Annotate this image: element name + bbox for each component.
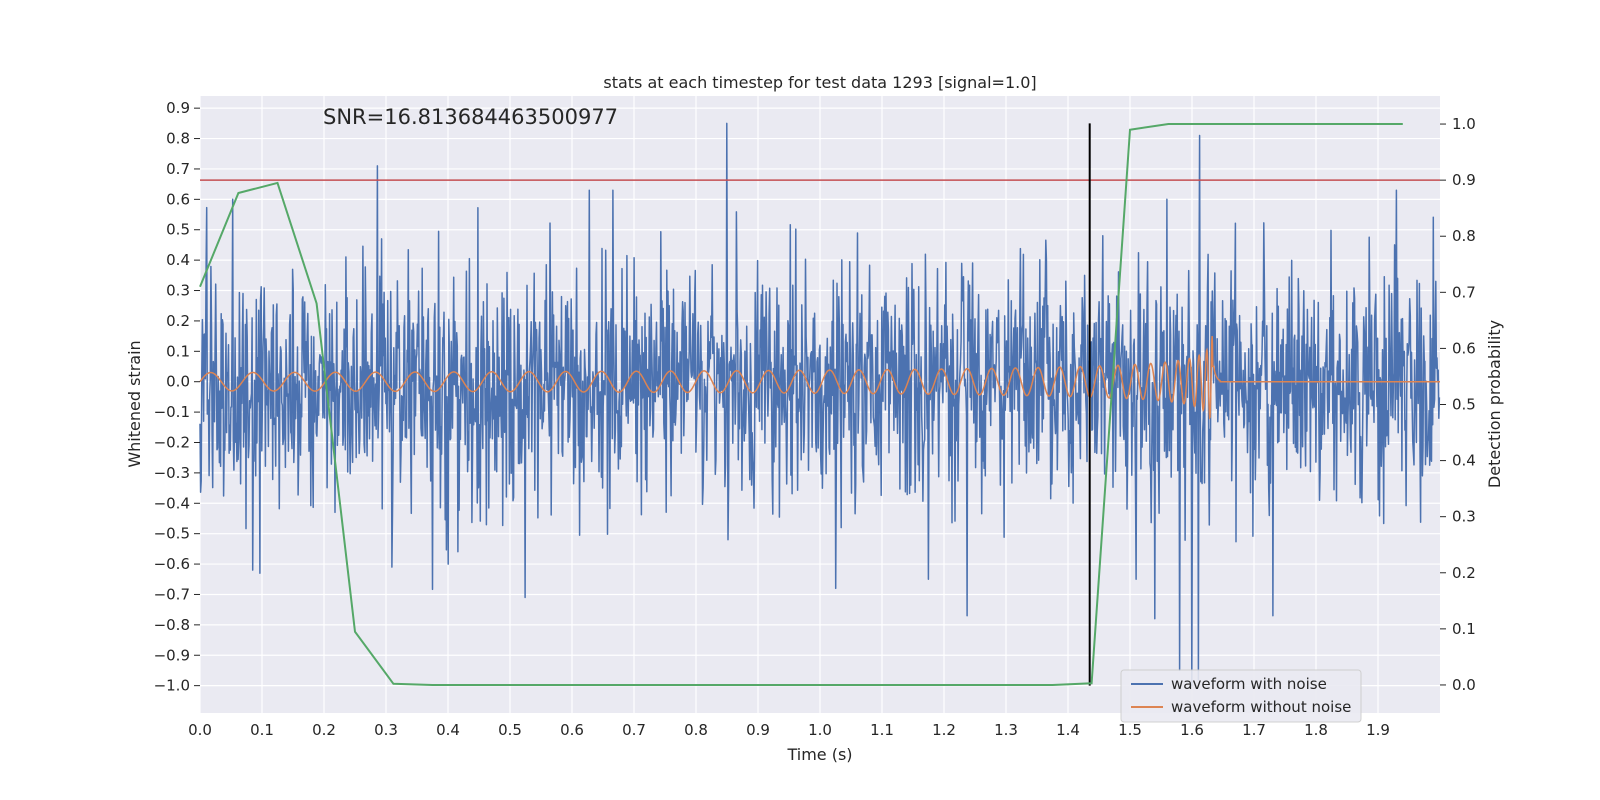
- legend: waveform with noise waveform without noi…: [1120, 669, 1362, 723]
- snr-annotation: SNR=16.813684463500977: [323, 105, 618, 129]
- x-tick-label: 0.2: [312, 721, 336, 739]
- y-right-tick-label: 0.0: [1452, 676, 1476, 694]
- y-right-tick-label: 0.5: [1452, 396, 1476, 414]
- y-right-axis-label: Detection probability: [1485, 320, 1504, 488]
- x-tick-label: 0.6: [560, 721, 584, 739]
- series-waveform-without-noise: [199, 335, 1440, 420]
- y-tick-label: −0.4: [154, 494, 190, 512]
- y-right-tick-label: 0.2: [1452, 564, 1476, 582]
- x-tick-label: 1.6: [1180, 721, 1204, 739]
- y-right-tick-label: 0.6: [1452, 339, 1476, 357]
- y-tick-label: 0.5: [166, 221, 190, 239]
- y-right-tick-label: 0.3: [1452, 508, 1476, 526]
- x-tick-label: 0.7: [622, 721, 646, 739]
- y-tick-label: 0.3: [166, 282, 190, 300]
- x-tick-label: 1.3: [994, 721, 1018, 739]
- y-tick-label: −0.7: [154, 585, 190, 603]
- series-detection-probability: [199, 123, 1403, 686]
- x-tick-label: 0.8: [684, 721, 708, 739]
- chart-title: stats at each timestep for test data 129…: [603, 73, 1036, 92]
- y-tick-label: −0.9: [154, 646, 190, 664]
- legend-box: [1120, 669, 1362, 723]
- y-tick-label: −0.3: [154, 464, 190, 482]
- y-tick-label: 0.2: [166, 312, 190, 330]
- x-tick-label: 0.9: [746, 721, 770, 739]
- x-tick-label: 1.2: [932, 721, 956, 739]
- x-tick-label: 0.0: [188, 721, 212, 739]
- y-tick-label: −0.5: [154, 525, 190, 543]
- x-tick-label: 1.7: [1242, 721, 1266, 739]
- y-tick-label: 0.4: [166, 251, 190, 269]
- y-right-tick-label: 1.0: [1452, 115, 1476, 133]
- x-tick-label: 1.0: [808, 721, 832, 739]
- y-tick-label: −0.1: [154, 403, 190, 421]
- x-tick-label: 1.4: [1056, 721, 1080, 739]
- x-tick-label: 1.1: [870, 721, 894, 739]
- legend-label-noise: waveform with noise: [1171, 675, 1327, 693]
- y-tick-label: 0.6: [166, 190, 190, 208]
- ticks: 0.0 0.1 0.2 0.3 0.4 0.5 0.6 0.7 0.8 0.9 1.0 1.1 1.2 1…: [154, 99, 1476, 739]
- x-tick-label: 0.5: [498, 721, 522, 739]
- series-waveform-with-noise: [199, 122, 1441, 687]
- y-tick-label: −0.2: [154, 433, 190, 451]
- y-tick-label: 0.8: [166, 130, 190, 148]
- y-right-tick-label: 0.9: [1452, 171, 1476, 189]
- y-right-tick-label: 0.7: [1452, 283, 1476, 301]
- x-tick-label: 1.9: [1366, 721, 1390, 739]
- x-tick-label: 0.3: [374, 721, 398, 739]
- y-tick-label: 0.9: [166, 99, 190, 117]
- y-right-tick-label: 0.4: [1452, 452, 1476, 470]
- y-right-tick-label: 0.8: [1452, 227, 1476, 245]
- x-axis-label: Time (s): [786, 745, 852, 764]
- y-tick-label: −0.6: [154, 555, 190, 573]
- y-tick-label: 0.7: [166, 160, 190, 178]
- y-tick-label: 0.1: [166, 342, 190, 360]
- x-tick-label: 0.1: [250, 721, 274, 739]
- x-tick-label: 0.4: [436, 721, 460, 739]
- x-tick-label: 1.8: [1304, 721, 1328, 739]
- y-right-tick-label: 0.1: [1452, 620, 1476, 638]
- y-tick-label: −0.8: [154, 616, 190, 634]
- legend-label-clean: waveform without noise: [1171, 698, 1351, 716]
- y-axis-label: Whitened strain: [125, 340, 144, 467]
- y-tick-label: 0.0: [166, 373, 190, 391]
- y-tick-label: −1.0: [154, 677, 190, 695]
- x-tick-label: 1.5: [1118, 721, 1142, 739]
- series-layer: [199, 122, 1441, 687]
